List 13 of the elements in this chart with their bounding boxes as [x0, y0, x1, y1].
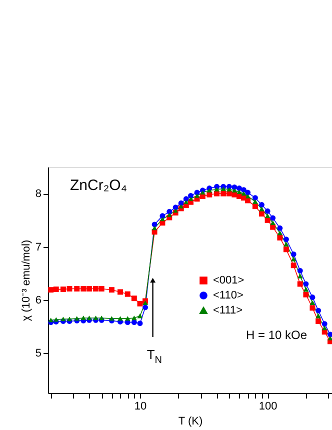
x-tick-label: 100 — [258, 400, 278, 412]
annotation: H = 10 kOe — [246, 328, 308, 342]
y-tick-label: 7 — [35, 241, 42, 254]
y-tick-label: 5 — [35, 348, 42, 360]
x-axis-title: T (K) — [178, 416, 203, 428]
y-axis-title: χ (10⁻³ emu/mol) — [20, 240, 32, 322]
annotation: ZnCr₂O₄ — [70, 177, 127, 194]
y-tick-label: 6 — [35, 294, 42, 306]
x-tick-label: 10 — [134, 400, 147, 412]
legend-label: <110> — [213, 290, 244, 302]
legend-label: <001> — [213, 274, 244, 286]
y-tick-label: 8 — [35, 188, 42, 200]
legend-label: <111> — [213, 304, 243, 316]
